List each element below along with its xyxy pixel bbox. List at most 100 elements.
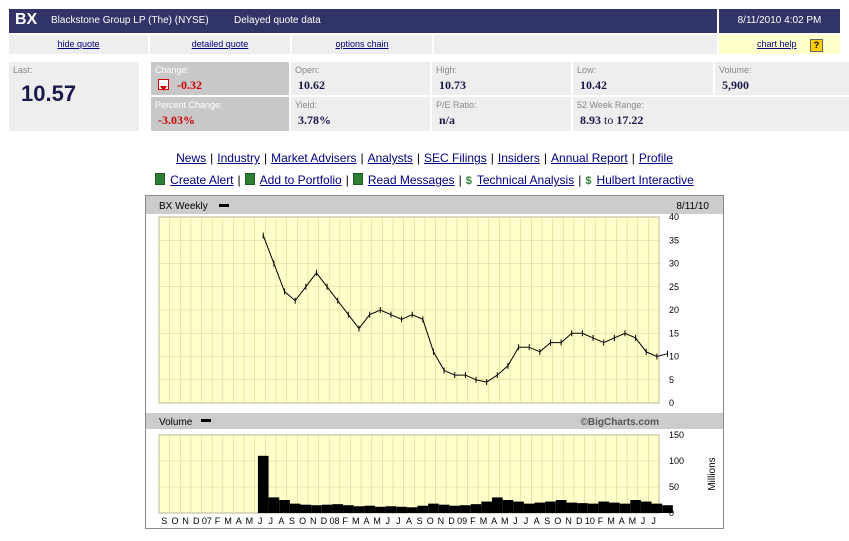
x-tick-label: D bbox=[321, 516, 328, 526]
hulbert-interactive-link[interactable]: Hulbert Interactive bbox=[596, 173, 694, 187]
ticker-symbol: BX bbox=[15, 11, 38, 28]
delay-note: Delayed quote data bbox=[234, 15, 321, 26]
price-y-tick-label: 25 bbox=[669, 282, 679, 292]
volume-bar bbox=[279, 500, 290, 513]
dollar-icon: $ bbox=[465, 175, 472, 187]
last-price: 10.57 bbox=[21, 81, 77, 106]
volume-bar bbox=[343, 505, 354, 513]
volume-bar bbox=[289, 503, 301, 513]
sec-filings-link[interactable]: SEC Filings bbox=[424, 151, 487, 165]
volume-value: 5,900 bbox=[722, 78, 749, 92]
x-tick-label: M bbox=[480, 516, 488, 526]
volume-bar bbox=[587, 503, 599, 513]
help-icon[interactable]: ? bbox=[810, 39, 823, 52]
x-tick-label: S bbox=[289, 516, 295, 526]
read-messages-link[interactable]: Read Messages bbox=[367, 173, 455, 187]
change-value: -0.32 bbox=[177, 78, 202, 92]
volume-bar bbox=[438, 504, 450, 513]
volume-bar bbox=[640, 501, 652, 513]
options-chain-link[interactable]: options chain bbox=[292, 35, 432, 54]
x-tick-label: M bbox=[629, 516, 637, 526]
x-tick-label: A bbox=[236, 516, 242, 526]
create-alert-link[interactable]: Create Alert bbox=[170, 173, 234, 187]
x-tick-label: F bbox=[598, 516, 604, 526]
x-tick-label: M bbox=[352, 516, 360, 526]
volume-bar bbox=[545, 501, 556, 513]
volume-title-bar bbox=[146, 413, 723, 429]
technical-analysis-link[interactable]: Technical Analysis bbox=[476, 173, 575, 187]
volume-bar bbox=[268, 497, 280, 513]
volume-bar bbox=[460, 505, 471, 513]
volume-bar bbox=[577, 503, 588, 513]
volume-bar bbox=[374, 506, 386, 513]
price-y-tick-label: 30 bbox=[669, 259, 679, 269]
volume-bar bbox=[332, 504, 344, 513]
down-arrow-icon bbox=[158, 79, 169, 91]
x-tick-label: O bbox=[299, 516, 306, 526]
last-cell: Last: 10.57 bbox=[9, 62, 139, 131]
percent-change-value: -3.03% bbox=[158, 113, 195, 127]
high-label: High: bbox=[436, 65, 458, 75]
quote-header: BX Blackstone Group LP (The) (NYSE) Dela… bbox=[9, 9, 840, 33]
annual-report-link[interactable]: Annual Report bbox=[551, 151, 628, 165]
chart-help-link[interactable]: chart help bbox=[757, 39, 797, 49]
x-tick-label: D bbox=[448, 516, 455, 526]
x-tick-label: A bbox=[406, 516, 412, 526]
price-y-tick-label: 20 bbox=[669, 305, 679, 315]
price-y-axis: 0 5 10 15 20 25 30 35 40 bbox=[669, 212, 679, 408]
change-label: Change: bbox=[155, 65, 190, 75]
legend-swatch bbox=[219, 204, 229, 207]
volume-bar bbox=[619, 503, 631, 513]
x-tick-label: F bbox=[470, 516, 476, 526]
low-cell: Low: 10.42 bbox=[573, 62, 713, 95]
market-advisers-link[interactable]: Market Advisers bbox=[271, 151, 357, 165]
news-link[interactable]: News bbox=[176, 151, 207, 165]
price-y-tick-label: 40 bbox=[669, 212, 679, 222]
bigcharts-chart[interactable]: BX Weekly 8/11/10 0 5 10 15 20 25 30 35 40 Volum… bbox=[145, 195, 724, 529]
range-value: 8.93 to 17.22 bbox=[580, 113, 643, 128]
add-to-portfolio-link[interactable]: Add to Portfolio bbox=[259, 173, 342, 187]
x-tick-label: J bbox=[258, 516, 263, 526]
chart-date: 8/11/10 bbox=[676, 201, 709, 212]
yield-label: Yield: bbox=[295, 100, 318, 110]
volume-bar bbox=[523, 503, 535, 513]
x-tick-label: N bbox=[310, 516, 317, 526]
x-tick-label: J bbox=[524, 516, 529, 526]
volume-bar bbox=[353, 506, 365, 513]
x-axis-labels: S O N D 07 F M A M J J A S O N D 08 F M A M J J A S O N D 09 F M A M J J A S… bbox=[161, 516, 656, 526]
open-cell: Open: 10.62 bbox=[291, 62, 430, 95]
tools-links: Create Alert | Add to Portfolio | Read Messa… bbox=[0, 173, 849, 187]
book-icon bbox=[155, 173, 166, 185]
x-tick-label: S bbox=[161, 516, 167, 526]
insiders-link[interactable]: Insiders bbox=[497, 151, 540, 165]
price-y-tick-label: 35 bbox=[669, 235, 679, 245]
volume-bar bbox=[662, 505, 673, 513]
profile-link[interactable]: Profile bbox=[638, 151, 673, 165]
hide-quote-link[interactable]: hide quote bbox=[9, 35, 148, 54]
volume-bar bbox=[300, 504, 312, 513]
x-tick-label: J bbox=[651, 516, 656, 526]
open-label: Open: bbox=[295, 65, 320, 75]
change-cell: Change: -0.32 bbox=[151, 62, 289, 95]
x-tick-label: 08 bbox=[330, 516, 340, 526]
industry-link[interactable]: Industry bbox=[217, 151, 260, 165]
volume-bar bbox=[491, 497, 503, 513]
x-tick-label: N bbox=[182, 516, 189, 526]
detailed-quote-link[interactable]: detailed quote bbox=[150, 35, 290, 54]
x-tick-label: J bbox=[641, 516, 646, 526]
price-points bbox=[262, 232, 669, 386]
volume-bar bbox=[630, 500, 641, 513]
x-tick-label: M bbox=[373, 516, 381, 526]
volume-bar bbox=[470, 504, 482, 513]
chart-help[interactable]: chart help ? bbox=[719, 35, 840, 54]
volume-bar bbox=[321, 504, 333, 513]
percent-change-label: Percent Change: bbox=[155, 100, 223, 110]
analysts-link[interactable]: Analysts bbox=[367, 151, 413, 165]
x-tick-label: M bbox=[607, 516, 615, 526]
range-low: 8.93 bbox=[580, 113, 601, 127]
price-grid bbox=[158, 216, 660, 404]
x-tick-label: S bbox=[417, 516, 423, 526]
low-label: Low: bbox=[577, 65, 597, 75]
price-title-bar bbox=[146, 196, 723, 214]
book-icon bbox=[244, 173, 255, 185]
